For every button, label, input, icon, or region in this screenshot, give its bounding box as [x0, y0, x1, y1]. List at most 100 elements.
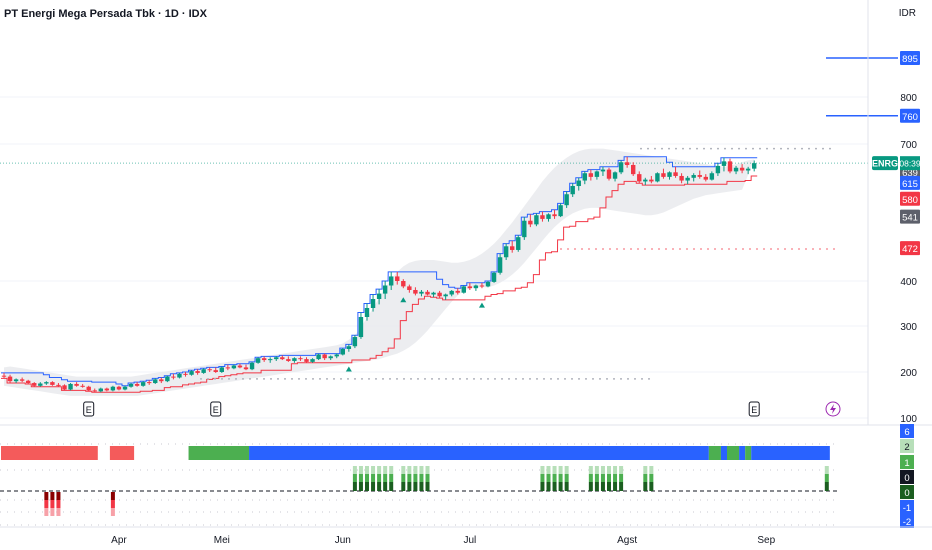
histogram-bar [558, 466, 563, 474]
candle [485, 281, 491, 287]
candle [201, 369, 206, 373]
candle [407, 286, 412, 290]
candle [449, 290, 454, 295]
histogram-bar [401, 466, 406, 474]
histogram-bar [600, 474, 605, 482]
time-tick-label: Mei [214, 535, 230, 546]
lightning-glyph [830, 404, 836, 414]
histogram-bar [358, 474, 363, 482]
histogram-bar [56, 500, 61, 508]
trailing-high-line [1, 156, 758, 387]
candle [546, 214, 551, 219]
price-badge [900, 191, 920, 206]
candle [612, 172, 618, 179]
candle [322, 354, 327, 359]
candle [455, 290, 460, 293]
histogram-bar [358, 466, 363, 474]
candle [510, 246, 515, 250]
histogram-bar [365, 482, 369, 491]
candle [19, 379, 25, 381]
indicator-badge-label: 0 [904, 473, 909, 484]
histogram-bar [540, 466, 545, 474]
candle [570, 186, 575, 195]
histogram-bar [588, 474, 593, 482]
state-segment [751, 446, 830, 460]
state-segment [720, 446, 727, 460]
state-segment [249, 446, 709, 460]
state-segment [708, 446, 721, 460]
candle [534, 215, 539, 225]
histogram-bar [110, 492, 115, 500]
histogram-bar [594, 474, 599, 482]
histogram-bar [558, 482, 563, 491]
histogram-bar [44, 500, 49, 508]
candle [153, 379, 158, 384]
candle [745, 168, 751, 171]
indicator-badge [900, 439, 914, 453]
candle [739, 167, 745, 171]
histogram-bar [377, 466, 382, 474]
histogram-bar [413, 474, 418, 482]
price-tick-label: 400 [900, 277, 917, 288]
candle [92, 390, 97, 392]
price-badge-label: 639 [902, 168, 918, 179]
candle [50, 382, 55, 385]
indicator-badge [900, 455, 914, 469]
candle [358, 317, 364, 338]
candle [576, 180, 581, 187]
time-tick-label: Jun [335, 535, 351, 546]
candle [552, 214, 557, 217]
candle [98, 388, 103, 392]
candle [727, 161, 733, 172]
histogram-bar [389, 482, 394, 491]
time-tick-label: Apr [111, 535, 127, 546]
candle [419, 291, 424, 294]
candle [479, 285, 485, 287]
signal-marker [478, 302, 485, 308]
currency-label[interactable]: IDR [898, 8, 916, 19]
candle [26, 380, 31, 384]
histogram-bar [401, 482, 406, 491]
candle [116, 386, 122, 390]
candle [140, 382, 146, 386]
histogram-bar [371, 466, 376, 474]
candle [461, 286, 466, 293]
candle [32, 383, 37, 386]
histogram-bar [564, 474, 569, 482]
candle [606, 169, 612, 179]
histogram-bar [607, 482, 611, 491]
price-tick-label: 800 [900, 93, 917, 104]
histogram-bar [607, 474, 611, 482]
candle [310, 359, 315, 362]
price-badge [900, 51, 920, 66]
candle [443, 294, 448, 297]
state-segment [109, 446, 135, 460]
candle [655, 173, 660, 182]
price-badge [900, 108, 920, 123]
candle [389, 276, 394, 286]
histogram-bar [419, 466, 424, 474]
histogram-bar [600, 482, 605, 491]
candle [721, 161, 727, 166]
indicator-badge-label: -2 [903, 517, 911, 528]
candle [268, 359, 273, 361]
candle [171, 376, 176, 378]
histogram-bar [552, 466, 557, 474]
candle [679, 175, 684, 181]
candle [304, 359, 309, 362]
candle [594, 171, 600, 177]
candle [7, 376, 13, 382]
candle [637, 174, 642, 182]
histogram-bar [110, 508, 115, 516]
histogram-bar [546, 466, 551, 474]
histogram-bar [540, 474, 545, 482]
histogram-bar [407, 482, 412, 491]
candle [691, 175, 696, 178]
candle [370, 299, 376, 308]
candle [437, 292, 442, 297]
candle [237, 365, 243, 368]
histogram-bar [352, 482, 357, 491]
candle [328, 356, 333, 359]
